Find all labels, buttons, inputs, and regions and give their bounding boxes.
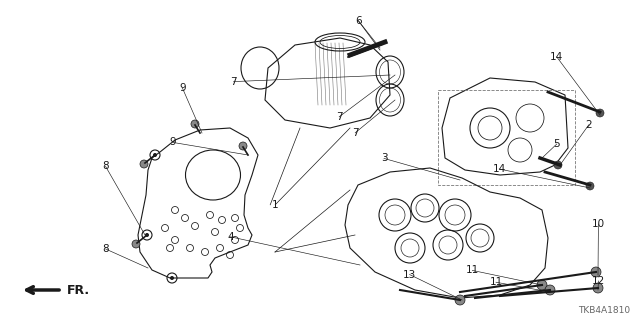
Text: 11: 11 bbox=[490, 277, 502, 287]
Circle shape bbox=[593, 283, 603, 293]
Text: 8: 8 bbox=[102, 244, 109, 254]
Circle shape bbox=[554, 161, 562, 169]
Text: 10: 10 bbox=[592, 219, 605, 229]
Circle shape bbox=[591, 267, 601, 277]
Text: 14: 14 bbox=[493, 164, 506, 174]
Text: 7: 7 bbox=[352, 128, 358, 138]
Text: 14: 14 bbox=[550, 52, 563, 62]
Text: 4: 4 bbox=[227, 232, 234, 242]
Text: 9: 9 bbox=[179, 83, 186, 93]
Text: 3: 3 bbox=[381, 153, 387, 164]
Text: 1: 1 bbox=[272, 200, 278, 210]
Circle shape bbox=[239, 142, 247, 150]
Text: 9: 9 bbox=[170, 137, 176, 148]
Text: 11: 11 bbox=[466, 265, 479, 276]
Text: 8: 8 bbox=[102, 161, 109, 172]
Circle shape bbox=[170, 276, 174, 280]
Text: TKB4A1810: TKB4A1810 bbox=[578, 306, 630, 315]
Circle shape bbox=[145, 233, 149, 237]
Text: 7: 7 bbox=[336, 112, 342, 122]
Circle shape bbox=[586, 182, 594, 190]
Text: 13: 13 bbox=[403, 269, 416, 280]
Circle shape bbox=[545, 285, 555, 295]
Circle shape bbox=[153, 153, 157, 157]
Circle shape bbox=[191, 120, 199, 128]
Circle shape bbox=[537, 280, 547, 290]
Text: 2: 2 bbox=[586, 120, 592, 130]
Text: 12: 12 bbox=[592, 276, 605, 286]
Circle shape bbox=[140, 160, 148, 168]
Circle shape bbox=[455, 295, 465, 305]
Text: 5: 5 bbox=[554, 139, 560, 149]
Circle shape bbox=[596, 109, 604, 117]
Text: 6: 6 bbox=[355, 16, 362, 26]
Text: 7: 7 bbox=[230, 76, 237, 87]
Text: FR.: FR. bbox=[67, 284, 90, 297]
Circle shape bbox=[132, 240, 140, 248]
